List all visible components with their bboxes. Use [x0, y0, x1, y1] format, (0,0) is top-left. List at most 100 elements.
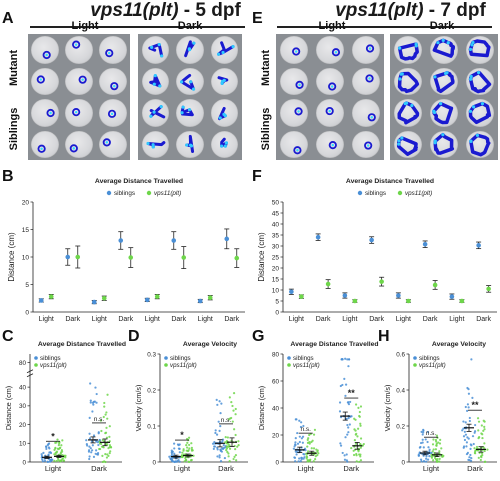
y-tick-label: 15 [22, 227, 30, 234]
data-point [479, 458, 482, 462]
data-point [237, 440, 240, 443]
data-point [426, 430, 430, 434]
data-point [190, 442, 193, 445]
data-point [49, 458, 52, 462]
data-point [359, 437, 363, 440]
plate-a-light [28, 34, 130, 160]
plate-well [31, 67, 59, 95]
plate-well [394, 130, 422, 158]
data-point [106, 453, 109, 456]
plate-well [466, 36, 494, 64]
data-point [480, 432, 483, 435]
data-point [465, 441, 468, 444]
y-tick-label: 40 [19, 384, 27, 391]
legend-label-siblings: siblings [40, 355, 61, 362]
larva-track-icon [72, 108, 81, 117]
data-point [421, 433, 424, 436]
data-point [438, 457, 441, 460]
plate-e-dark [390, 34, 498, 160]
data-point [228, 447, 232, 450]
data-point [483, 449, 486, 453]
data-point [226, 436, 229, 439]
data-point [171, 450, 174, 454]
data-point [316, 453, 319, 457]
data-point [449, 294, 455, 299]
data-point [234, 453, 238, 457]
data-point [299, 460, 302, 463]
larva-track-icon [398, 42, 420, 61]
data-point [296, 442, 300, 445]
data-point [144, 297, 150, 303]
data-point [342, 293, 348, 298]
data-point [233, 455, 236, 458]
data-point [294, 450, 297, 453]
data-point [294, 441, 297, 444]
data-point [357, 427, 360, 430]
y-tick-label: 0 [25, 309, 29, 316]
data-point [88, 455, 91, 458]
data-point [218, 400, 221, 403]
data-point [185, 437, 189, 441]
data-point [43, 459, 47, 462]
data-point [469, 447, 472, 450]
data-point [224, 436, 227, 439]
plate-well [430, 99, 458, 127]
data-point [212, 447, 215, 450]
data-point [353, 428, 356, 431]
data-point [64, 456, 67, 459]
data-point [302, 424, 305, 428]
legend-label-siblings: siblings [419, 355, 440, 362]
data-point [94, 386, 97, 389]
data-point [350, 446, 353, 450]
data-point [103, 405, 106, 408]
data-point [303, 456, 306, 459]
data-point [359, 405, 363, 408]
data-point [353, 439, 356, 442]
y-tick-label: 20 [272, 265, 280, 272]
data-point [436, 458, 439, 461]
data-point [427, 446, 430, 449]
data-point [103, 460, 106, 463]
data-point [92, 455, 96, 458]
larva-track-icon [105, 48, 114, 58]
data-point [186, 441, 189, 444]
legend-label-mutant: vps11(plt) [419, 362, 446, 369]
data-point [300, 458, 303, 461]
data-point [296, 431, 299, 435]
data-point [207, 295, 213, 301]
x-tick-label: Light [342, 316, 357, 323]
data-point [58, 441, 61, 444]
data-point [60, 444, 63, 447]
larva-track-icon [219, 137, 228, 148]
data-point [344, 436, 347, 439]
y-tick-label: 20 [22, 199, 30, 206]
data-point [431, 443, 435, 446]
data-point [221, 438, 225, 441]
larva-track-icon [148, 73, 161, 88]
data-point [88, 432, 91, 435]
data-point [53, 453, 56, 456]
larva-track-icon [36, 74, 46, 84]
data-point [432, 438, 435, 441]
data-point [289, 289, 294, 295]
larva-track-icon [69, 143, 79, 152]
x-tick-label: Light [449, 316, 464, 323]
data-point [481, 436, 484, 440]
data-point [214, 429, 217, 432]
panel-letter-e: E [252, 10, 263, 27]
plate-well [99, 99, 127, 127]
larva-track-icon [397, 135, 419, 156]
data-point [101, 438, 104, 442]
x-tick-label: Dark [118, 316, 133, 323]
data-point [177, 447, 181, 450]
legend-label-siblings: siblings [293, 355, 314, 362]
data-point [306, 450, 310, 453]
significance-label: n.s. [94, 416, 105, 423]
data-point [102, 446, 105, 449]
title-5dpf: vps11(plt) - 5 dpf [73, 0, 258, 22]
y-tick-label: 40 [272, 405, 280, 412]
data-point [105, 436, 109, 439]
data-point [338, 410, 342, 413]
y-axis-label: Distance (cm) [7, 232, 16, 282]
larva-track-icon [332, 48, 341, 57]
